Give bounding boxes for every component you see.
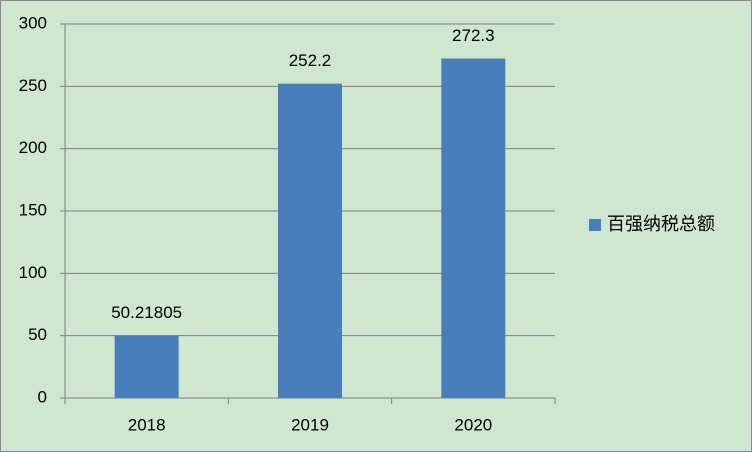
- bar: [278, 83, 342, 398]
- legend-swatch: [589, 219, 601, 231]
- data-label: 50.21805: [111, 303, 182, 322]
- y-tick-label: 300: [19, 13, 47, 32]
- y-tick-label: 200: [19, 138, 47, 157]
- x-tick-label: 2019: [291, 415, 329, 434]
- x-tick-label: 2020: [454, 415, 492, 434]
- y-tick-label: 100: [19, 263, 47, 282]
- y-tick-label: 250: [19, 76, 47, 95]
- y-tick-label: 0: [38, 387, 47, 406]
- y-tick-label: 150: [19, 200, 47, 219]
- bar: [441, 58, 506, 399]
- x-tick-label: 2018: [128, 415, 166, 434]
- bar: [114, 335, 179, 398]
- legend-text: 百强纳税总额: [607, 214, 715, 234]
- data-label: 252.2: [289, 51, 332, 70]
- y-tick-label: 50: [28, 325, 47, 344]
- data-label: 272.3: [452, 26, 495, 45]
